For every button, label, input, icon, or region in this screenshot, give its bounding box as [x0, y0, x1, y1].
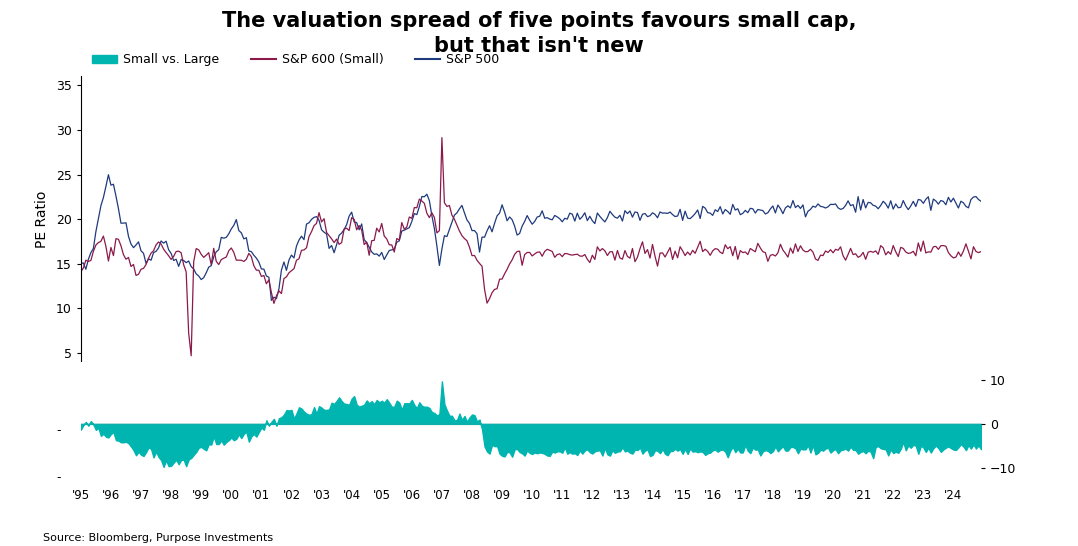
Y-axis label: PE Ratio: PE Ratio [34, 191, 49, 248]
Text: -: - [56, 424, 60, 437]
Legend: Small vs. Large, S&P 600 (Small), S&P 500: Small vs. Large, S&P 600 (Small), S&P 50… [87, 49, 505, 72]
Text: Source: Bloomberg, Purpose Investments: Source: Bloomberg, Purpose Investments [43, 533, 273, 543]
Text: -: - [56, 471, 60, 484]
Text: The valuation spread of five points favours small cap,
but that isn't new: The valuation spread of five points favo… [222, 11, 856, 56]
